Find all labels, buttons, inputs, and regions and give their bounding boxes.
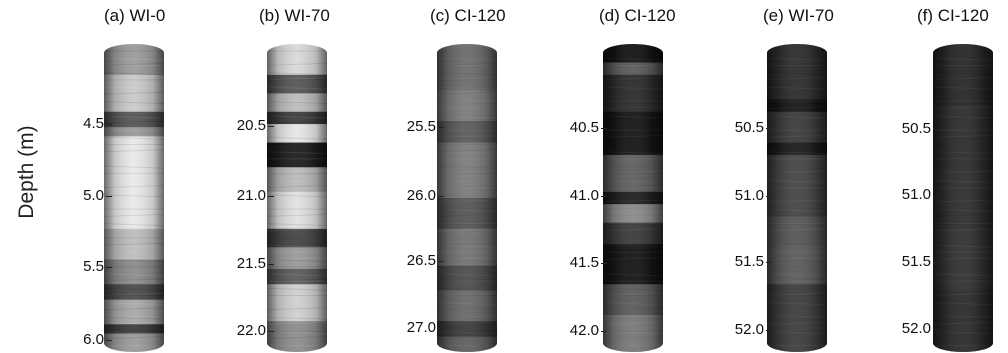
depth-tick-label: 5.5	[83, 258, 104, 275]
panel-title: (f) CI-120	[917, 6, 989, 25]
depth-tick-mark	[766, 330, 772, 331]
depth-tick-label: 26.0	[406, 187, 436, 204]
depth-tick-mark	[106, 124, 112, 125]
depth-tick-label: 42.0	[569, 322, 599, 339]
core-image	[267, 44, 327, 352]
depth-tick-label: 21.0	[236, 187, 266, 204]
depth-tick-label: 51.0	[901, 186, 931, 203]
depth-tick-mark	[268, 264, 274, 265]
depth-tick-mark	[106, 267, 112, 268]
depth-tick-mark	[933, 262, 939, 263]
panel-title: (c) CI-120	[430, 6, 506, 25]
core-image	[437, 44, 497, 352]
depth-tick-mark	[601, 331, 607, 332]
depth-tick-label: 21.5	[236, 255, 266, 272]
depth-tick-mark	[438, 196, 444, 197]
panel-title: (d) CI-120	[599, 6, 676, 25]
depth-tick-label: 51.0	[734, 187, 764, 204]
depth-tick-mark	[106, 340, 112, 341]
depth-tick-label: 41.0	[569, 187, 599, 204]
depth-tick-label: 25.5	[406, 118, 436, 135]
depth-tick-label: 41.5	[569, 254, 599, 271]
depth-tick-mark	[766, 262, 772, 263]
depth-tick-mark	[766, 128, 772, 129]
panel-title: (e) WI-70	[763, 6, 834, 25]
depth-tick-mark	[268, 126, 274, 127]
depth-tick-label: 52.0	[734, 321, 764, 338]
core-image	[104, 44, 164, 352]
core-image	[767, 44, 827, 352]
depth-tick-label: 27.0	[406, 319, 436, 336]
depth-tick-mark	[601, 128, 607, 129]
depth-tick-mark	[933, 329, 939, 330]
depth-tick-label: 20.5	[236, 117, 266, 134]
core-image	[933, 44, 993, 352]
depth-tick-mark	[438, 127, 444, 128]
depth-tick-mark	[438, 328, 444, 329]
depth-tick-mark	[933, 129, 939, 130]
depth-tick-label: 40.5	[569, 119, 599, 136]
depth-tick-mark	[438, 261, 444, 262]
depth-tick-mark	[933, 195, 939, 196]
depth-tick-mark	[268, 196, 274, 197]
depth-tick-label: 22.0	[236, 322, 266, 339]
depth-tick-mark	[601, 196, 607, 197]
depth-tick-mark	[601, 263, 607, 264]
depth-tick-label: 51.5	[734, 253, 764, 270]
depth-tick-mark	[766, 196, 772, 197]
depth-tick-label: 50.5	[734, 119, 764, 136]
depth-tick-label: 6.0	[83, 331, 104, 348]
panel-title: (a) WI-0	[104, 6, 166, 25]
depth-tick-label: 51.5	[901, 253, 931, 270]
panel-title: (b) WI-70	[259, 6, 330, 25]
depth-tick-label: 26.5	[406, 252, 436, 269]
core-image	[603, 44, 663, 352]
depth-tick-label: 50.5	[901, 120, 931, 137]
depth-tick-mark	[268, 331, 274, 332]
depth-tick-label: 5.0	[83, 187, 104, 204]
depth-tick-label: 52.0	[901, 320, 931, 337]
depth-tick-mark	[106, 196, 112, 197]
depth-tick-label: 4.5	[83, 115, 104, 132]
